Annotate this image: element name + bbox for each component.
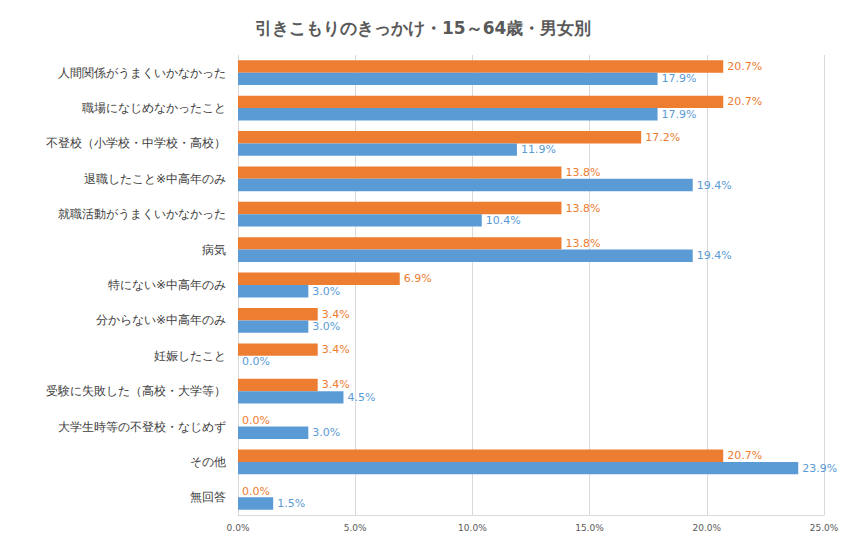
svg-text:0.0%: 0.0% — [242, 485, 270, 498]
svg-text:3.4%: 3.4% — [322, 343, 350, 356]
svg-text:10.0%: 10.0% — [458, 523, 487, 533]
svg-text:3.4%: 3.4% — [322, 378, 350, 391]
svg-text:6.9%: 6.9% — [404, 272, 432, 285]
svg-text:無回答: 無回答 — [190, 490, 226, 504]
svg-text:不登校（小学校・中学校・高校）: 不登校（小学校・中学校・高校） — [46, 136, 226, 150]
svg-text:15.0%: 15.0% — [575, 523, 604, 533]
svg-text:退職したこと※中高年のみ: 退職したこと※中高年のみ — [84, 172, 226, 186]
svg-text:19.4%: 19.4% — [697, 249, 732, 262]
svg-text:病気: 病気 — [202, 243, 226, 257]
svg-text:分からない※中高年のみ: 分からない※中高年のみ — [96, 313, 226, 327]
svg-text:人間関係がうまくいかなかった: 人間関係がうまくいかなかった — [58, 66, 226, 80]
svg-text:引きこもりのきっかけ・15～64歳・男女別: 引きこもりのきっかけ・15～64歳・男女別 — [255, 18, 591, 38]
svg-text:23.9%: 23.9% — [802, 462, 837, 475]
svg-text:25.0%: 25.0% — [810, 523, 839, 533]
svg-text:20.7%: 20.7% — [727, 95, 762, 108]
svg-text:0.0%: 0.0% — [227, 523, 250, 533]
svg-text:10.4%: 10.4% — [486, 214, 521, 227]
svg-text:17.2%: 17.2% — [645, 131, 680, 144]
svg-text:20.0%: 20.0% — [693, 523, 722, 533]
svg-text:就職活動がうまくいかなかった: 就職活動がうまくいかなかった — [58, 207, 226, 221]
svg-text:その他: その他 — [190, 455, 226, 469]
svg-text:17.9%: 17.9% — [662, 72, 697, 85]
svg-text:大学生時等の不登校・なじめず: 大学生時等の不登校・なじめず — [58, 420, 226, 434]
svg-text:20.7%: 20.7% — [727, 60, 762, 73]
svg-text:妊娠したこと: 妊娠したこと — [154, 349, 226, 363]
svg-text:4.5%: 4.5% — [347, 391, 375, 404]
svg-text:19.4%: 19.4% — [697, 179, 732, 192]
svg-text:3.0%: 3.0% — [312, 320, 340, 333]
svg-text:0.0%: 0.0% — [242, 355, 270, 368]
svg-text:職場になじめなかったこと: 職場になじめなかったこと — [82, 101, 226, 115]
svg-text:13.8%: 13.8% — [565, 237, 600, 250]
svg-text:3.0%: 3.0% — [312, 285, 340, 298]
svg-text:20.7%: 20.7% — [727, 449, 762, 462]
svg-text:13.8%: 13.8% — [565, 166, 600, 179]
svg-text:17.9%: 17.9% — [662, 108, 697, 121]
svg-text:3.4%: 3.4% — [322, 308, 350, 321]
svg-text:11.9%: 11.9% — [521, 143, 556, 156]
svg-text:特にない※中高年のみ: 特にない※中高年のみ — [108, 278, 226, 292]
svg-text:5.0%: 5.0% — [344, 523, 367, 533]
svg-text:受験に失敗した（高校・大学等）: 受験に失敗した（高校・大学等） — [46, 384, 226, 398]
svg-text:13.8%: 13.8% — [565, 202, 600, 215]
svg-text:1.5%: 1.5% — [277, 497, 305, 510]
svg-text:0.0%: 0.0% — [242, 414, 270, 427]
svg-text:3.0%: 3.0% — [312, 426, 340, 439]
